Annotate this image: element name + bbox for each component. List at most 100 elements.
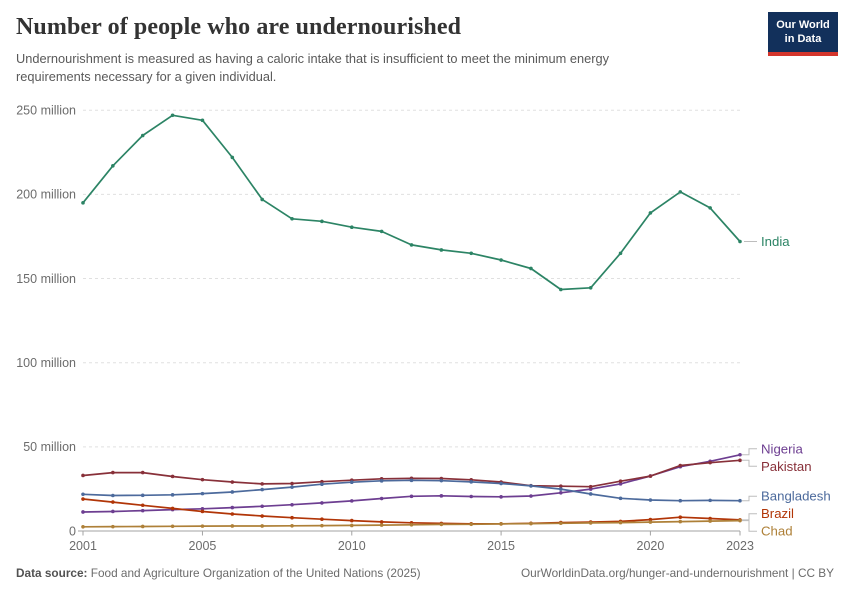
series-point-brazil-2008 [290, 515, 294, 520]
series-point-brazil-2005 [200, 509, 205, 514]
series-point-bangladesh-2020 [648, 498, 653, 502]
series-label-bangladesh[interactable]: Bangladesh [761, 489, 831, 504]
series-point-bangladesh-2017 [559, 487, 563, 491]
series-point-brazil-2011 [379, 520, 384, 524]
series-point-india-2005 [200, 118, 205, 123]
series-point-india-2011 [379, 229, 384, 234]
series-point-pakistan-2009 [320, 479, 324, 484]
series-point-india-2002 [111, 163, 115, 168]
series-point-brazil-2021 [678, 515, 683, 519]
series-point-chad-2006 [230, 524, 235, 528]
series-point-brazil-2020 [648, 517, 653, 522]
series-line-pakistan[interactable] [82, 459, 741, 488]
series-point-pakistan-2008 [290, 481, 294, 486]
y-tick-label-0: 0 [69, 524, 76, 538]
owid-logo[interactable]: Our World in Data [768, 12, 838, 56]
series-point-bangladesh-2002 [111, 493, 115, 498]
series-point-brazil-2009 [320, 517, 324, 522]
series-point-nigeria-2012 [409, 494, 414, 499]
series-point-bangladesh-2014 [469, 480, 474, 484]
series-point-pakistan-2003 [140, 470, 145, 475]
series-point-chad-2020 [648, 520, 653, 524]
owid-logo-line1: Our World [776, 19, 830, 31]
series-line-india[interactable] [82, 114, 741, 291]
series-label-brazil[interactable]: Brazil [761, 506, 794, 521]
series-point-nigeria-2016 [529, 494, 533, 498]
series-point-chad-2010 [349, 523, 354, 528]
series-point-chad-2011 [379, 523, 384, 527]
series-label-nigeria[interactable]: Nigeria [761, 441, 803, 456]
series-point-bangladesh-2019 [618, 496, 623, 501]
attribution-link[interactable]: OurWorldinData.org/hunger-and-undernouri… [521, 566, 834, 580]
series-point-india-2013 [439, 248, 444, 252]
series-point-pakistan-2021 [678, 463, 683, 468]
series-point-chad-2009 [320, 523, 324, 528]
series-point-india-2019 [618, 251, 623, 256]
series-point-chad-2005 [200, 524, 205, 528]
series-point-bangladesh-2015 [499, 481, 503, 486]
series-point-bangladesh-2022 [708, 498, 712, 503]
series-point-chad-2013 [439, 522, 444, 527]
series-point-brazil-2002 [111, 500, 115, 504]
series-point-pakistan-2017 [559, 484, 563, 489]
series-point-chad-2001 [81, 524, 85, 529]
series-point-pakistan-2019 [618, 479, 623, 483]
series-line-brazil[interactable] [82, 498, 741, 525]
series-line-nigeria[interactable] [82, 453, 741, 513]
series-point-nigeria-2013 [439, 494, 444, 498]
series-point-india-2001 [81, 201, 85, 205]
series-point-chad-2004 [170, 524, 175, 529]
x-tick-label-2001: 2001 [69, 539, 97, 553]
series-point-bangladesh-2012 [409, 478, 414, 483]
y-tick-label-150: 150 million [16, 272, 76, 286]
series-point-nigeria-2014 [469, 494, 474, 499]
series-point-pakistan-2004 [170, 474, 175, 479]
chart-header: Number of people who are undernourished … [16, 14, 746, 86]
series-point-chad-2018 [588, 521, 593, 525]
label-connector-pakistan [742, 459, 757, 467]
series-point-nigeria-2002 [111, 509, 115, 514]
series-point-india-2006 [230, 155, 235, 160]
series-point-chad-2019 [618, 520, 623, 525]
label-connector-bangladesh [742, 495, 757, 502]
chart-subtitle: Undernourishment is measured as having a… [16, 51, 609, 84]
series-point-brazil-2001 [81, 497, 85, 501]
series-point-bangladesh-2013 [439, 478, 444, 483]
series-point-bangladesh-2010 [349, 480, 354, 484]
series-point-pakistan-2023 [738, 458, 742, 463]
series-label-chad[interactable]: Chad [761, 524, 793, 539]
y-tick-label-250: 250 million [16, 104, 76, 118]
series-point-chad-2016 [529, 521, 533, 526]
series-point-bangladesh-2006 [230, 490, 235, 494]
x-tick-label-2015: 2015 [487, 539, 515, 553]
series-label-india[interactable]: India [761, 234, 790, 249]
owid-logo-line2: in Data [784, 33, 822, 46]
series-point-nigeria-2008 [290, 502, 294, 507]
series-point-brazil-2006 [230, 512, 235, 516]
series-point-bangladesh-2018 [588, 492, 593, 496]
series-point-nigeria-2009 [320, 501, 324, 505]
series-point-india-2015 [499, 258, 503, 262]
series-point-india-2010 [349, 225, 354, 230]
series-point-india-2016 [529, 266, 533, 271]
series-point-india-2022 [708, 206, 712, 210]
series-point-bangladesh-2016 [529, 484, 533, 488]
series-point-chad-2003 [140, 524, 145, 529]
series-point-bangladesh-2011 [379, 479, 384, 483]
series-point-bangladesh-2007 [260, 487, 264, 492]
series-point-nigeria-2010 [349, 499, 354, 503]
series-point-chad-2014 [469, 522, 474, 527]
series-point-india-2023 [738, 239, 742, 244]
series-point-bangladesh-2009 [320, 482, 324, 487]
series-point-india-2008 [290, 217, 294, 221]
series-point-pakistan-2002 [111, 470, 115, 475]
series-point-pakistan-2022 [708, 460, 712, 465]
x-tick-label-2005: 2005 [189, 539, 217, 553]
series-point-india-2009 [320, 219, 324, 224]
series-label-pakistan[interactable]: Pakistan [761, 459, 812, 474]
series-point-brazil-2003 [140, 503, 145, 508]
series-point-pakistan-2006 [230, 480, 235, 484]
series-point-nigeria-2001 [81, 510, 85, 514]
label-connector-nigeria [742, 448, 757, 456]
